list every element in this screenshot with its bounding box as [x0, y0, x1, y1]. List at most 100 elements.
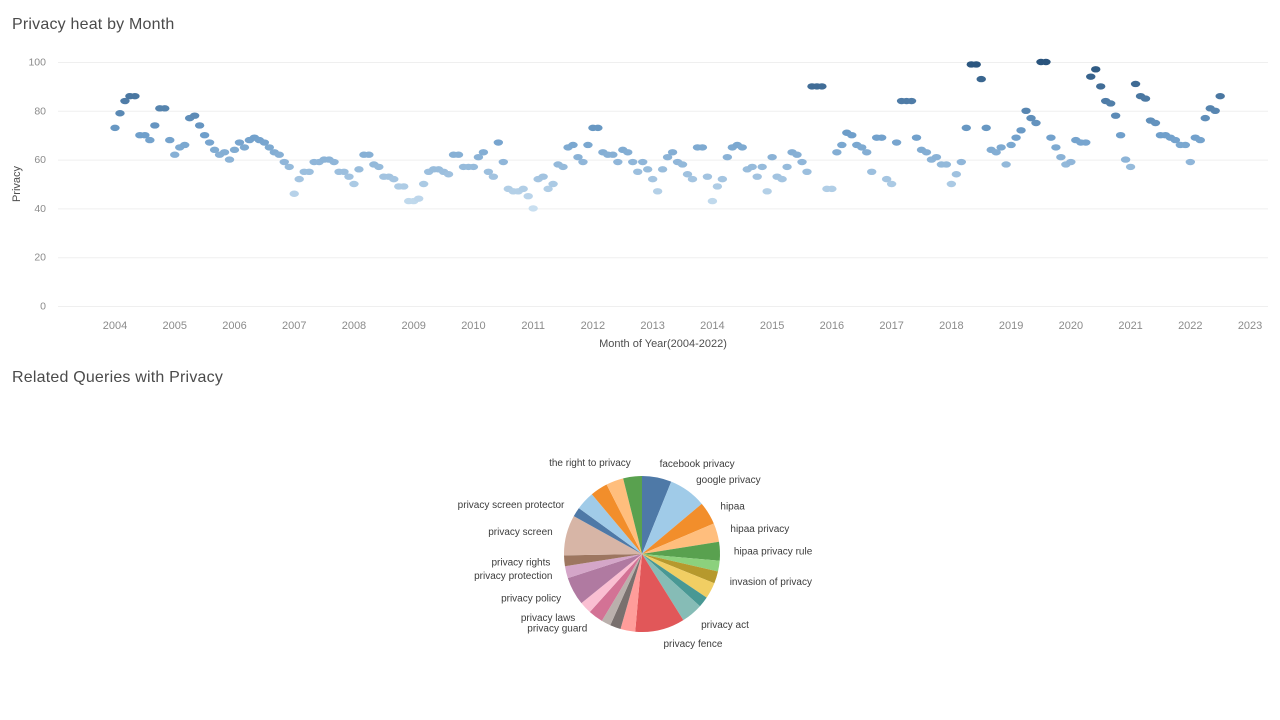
scatter-mark[interactable] — [453, 151, 464, 158]
scatter-mark[interactable] — [757, 163, 767, 171]
scatter-mark[interactable] — [1110, 112, 1121, 119]
scatter-mark[interactable] — [209, 146, 220, 154]
pie-slice-privacy-guard[interactable] — [589, 554, 642, 621]
pie-slice[interactable] — [610, 554, 642, 629]
scatter-mark[interactable] — [921, 149, 932, 156]
scatter-mark[interactable] — [165, 136, 175, 144]
scatter-mark[interactable] — [294, 175, 304, 183]
scatter-mark[interactable] — [767, 153, 777, 161]
pie-slice[interactable] — [591, 484, 642, 555]
scatter-mark[interactable] — [702, 173, 713, 180]
scatter-mark[interactable] — [682, 171, 693, 178]
scatter-mark[interactable] — [339, 168, 349, 175]
pie-slice-the-right-to-privacy[interactable] — [623, 476, 642, 554]
scatter-mark[interactable] — [1210, 107, 1220, 115]
scatter-mark[interactable] — [981, 124, 991, 132]
scatter-mark[interactable] — [1185, 158, 1196, 166]
scatter-mark[interactable] — [234, 139, 245, 146]
scatter-mark[interactable] — [647, 175, 658, 183]
scatter-mark[interactable] — [389, 175, 399, 183]
scatter-mark[interactable] — [399, 183, 409, 190]
pie-slice-hipaa[interactable] — [642, 503, 714, 554]
scatter-mark[interactable] — [662, 153, 673, 161]
scatter-mark[interactable] — [906, 97, 917, 105]
scatter-mark[interactable] — [722, 153, 733, 161]
scatter-mark[interactable] — [274, 151, 284, 158]
scatter-mark[interactable] — [189, 112, 200, 119]
scatter-mark[interactable] — [613, 158, 623, 166]
scatter-mark[interactable] — [364, 151, 374, 158]
scatter-mark[interactable] — [284, 163, 294, 171]
scatter-mark[interactable] — [528, 205, 538, 212]
scatter-mark[interactable] — [1016, 127, 1026, 134]
scatter-mark[interactable] — [827, 185, 837, 193]
scatter-mark[interactable] — [1200, 114, 1210, 122]
pie-slice[interactable] — [620, 554, 643, 632]
scatter-mark[interactable] — [951, 171, 962, 178]
scatter-mark[interactable] — [881, 175, 892, 183]
scatter-mark[interactable] — [782, 163, 792, 171]
scatter-mark[interactable] — [1105, 100, 1116, 107]
scatter-mark[interactable] — [1021, 107, 1031, 115]
scatter-mark[interactable] — [1001, 161, 1011, 168]
scatter-mark[interactable] — [130, 92, 140, 100]
scatter-mark[interactable] — [110, 124, 120, 132]
scatter-mark[interactable] — [219, 149, 230, 156]
scatter-mark[interactable] — [697, 144, 708, 151]
scatter-mark[interactable] — [991, 149, 1001, 156]
scatter-mark[interactable] — [667, 149, 678, 156]
scatter-mark[interactable] — [747, 163, 757, 171]
scatter-mark[interactable] — [762, 188, 772, 195]
scatter-mark[interactable] — [224, 156, 235, 163]
pie-slice-privacy-screen[interactable] — [563, 516, 642, 556]
scatter-mark[interactable] — [468, 163, 479, 171]
pie-slice-google-privacy[interactable] — [642, 481, 702, 554]
scatter-mark[interactable] — [752, 173, 762, 180]
privacy-trend-scatter-chart[interactable]: 0 20 40 60 80 100 2004 2005 2006 2007 2008 2009 2010… — [0, 0, 1280, 358]
scatter-mark[interactable] — [707, 197, 718, 205]
scatter-mark[interactable] — [573, 153, 583, 161]
scatter-mark[interactable] — [1006, 141, 1016, 149]
scatter-mark[interactable] — [1195, 136, 1205, 144]
scatter-mark[interactable] — [687, 175, 698, 183]
scatter-mark[interactable] — [518, 185, 528, 193]
scatter-mark[interactable] — [145, 136, 155, 144]
scatter-mark[interactable] — [971, 61, 981, 68]
scatter-mark[interactable] — [354, 166, 364, 173]
scatter-mark[interactable] — [911, 134, 922, 141]
scatter-mark[interactable] — [802, 168, 812, 175]
scatter-mark[interactable] — [1120, 156, 1131, 163]
scatter-mark[interactable] — [1066, 158, 1076, 166]
scatter-mark[interactable] — [712, 183, 723, 190]
pie-slice-privacy-protection[interactable] — [564, 554, 642, 579]
scatter-mark[interactable] — [717, 175, 728, 183]
scatter-mark[interactable] — [259, 139, 270, 146]
scatter-mark[interactable] — [817, 83, 827, 90]
pie-slice[interactable] — [578, 494, 642, 554]
scatter-mark[interactable] — [638, 158, 648, 166]
scatter-mark[interactable] — [1140, 95, 1151, 102]
scatter-mark[interactable] — [498, 158, 509, 166]
scatter-mark[interactable] — [1051, 144, 1061, 151]
pie-slice[interactable] — [642, 554, 715, 598]
scatter-mark[interactable] — [946, 180, 957, 188]
scatter-mark[interactable] — [1056, 153, 1066, 161]
scatter-mark[interactable] — [628, 158, 638, 166]
scatter-mark[interactable] — [170, 151, 180, 158]
scatter-mark[interactable] — [652, 188, 663, 195]
scatter-mark[interactable] — [1086, 73, 1096, 80]
pie-slice-privacy-rights[interactable] — [564, 554, 642, 567]
scatter-mark[interactable] — [797, 158, 807, 166]
pie-slice[interactable] — [642, 554, 720, 572]
scatter-mark[interactable] — [837, 141, 847, 149]
scatter-mark[interactable] — [608, 151, 618, 158]
scatter-mark[interactable] — [199, 132, 210, 139]
scatter-mark[interactable] — [493, 139, 504, 146]
scatter-mark[interactable] — [876, 134, 887, 141]
scatter-mark[interactable] — [886, 180, 897, 188]
pie-slice[interactable] — [642, 554, 707, 607]
scatter-mark[interactable] — [229, 146, 240, 154]
scatter-mark[interactable] — [1125, 163, 1136, 171]
scatter-mark[interactable] — [941, 161, 952, 168]
scatter-mark[interactable] — [1130, 80, 1141, 88]
